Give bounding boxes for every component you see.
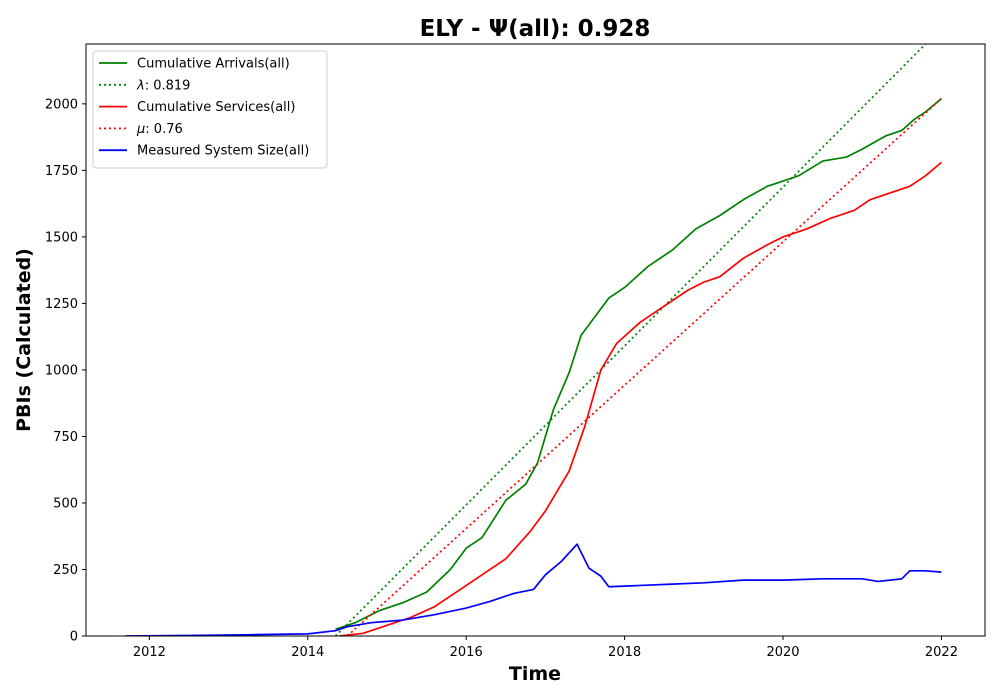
legend: Cumulative Arrivals(all) λ: 0.819 Cumulati…	[92, 50, 328, 169]
legend-label: Cumulative Arrivals(all)	[137, 57, 290, 72]
legend-label: Cumulative Services(all)	[137, 100, 295, 115]
y-tick-label: 1500	[45, 230, 78, 245]
y-tick-label: 1000	[45, 363, 78, 378]
legend-item: λ: 0.819	[99, 78, 190, 93]
y-tick-label: 250	[53, 563, 78, 578]
x-tick-label: 2016	[450, 645, 483, 660]
x-axis-title: Time	[509, 663, 561, 685]
plot-frame	[85, 43, 986, 637]
x-tick-label: 2020	[766, 645, 799, 660]
legend-item: Measured System Size(all)	[99, 144, 309, 159]
chart-title: ELY - Ψ(all): 0.928	[420, 16, 651, 42]
legend-label: μ: 0.76	[136, 122, 183, 137]
legend-item: Cumulative Services(all)	[99, 100, 295, 115]
series-layer	[125, 44, 943, 636]
legend-box	[92, 50, 328, 169]
ticks-layer: 2012 2014 2016 2018 2020 2022 0 250 500 750 1000 12…	[45, 97, 958, 660]
y-tick-label: 500	[53, 496, 78, 511]
y-tick-label: 2000	[45, 97, 78, 112]
x-tick-label: 2012	[133, 645, 166, 660]
series-line-4	[125, 543, 942, 636]
y-tick-label: 1750	[45, 164, 78, 179]
x-tick-label: 2014	[291, 645, 324, 660]
x-tick-label: 2018	[608, 645, 641, 660]
legend-label: Measured System Size(all)	[137, 144, 309, 159]
y-tick-label: 750	[53, 430, 78, 445]
legend-label: λ: 0.819	[136, 78, 190, 93]
legend-item: Cumulative Arrivals(all)	[99, 57, 290, 72]
y-axis-title: PBIs (Calculated)	[13, 248, 35, 432]
series-line-0	[335, 97, 942, 631]
series-line-3	[346, 97, 943, 636]
y-tick-label: 1250	[45, 297, 78, 312]
y-tick-label: 0	[70, 630, 78, 645]
series-line-2	[339, 161, 942, 636]
legend-item: μ: 0.76	[99, 122, 183, 137]
series-line-1	[334, 44, 927, 636]
x-tick-label: 2022	[925, 645, 958, 660]
